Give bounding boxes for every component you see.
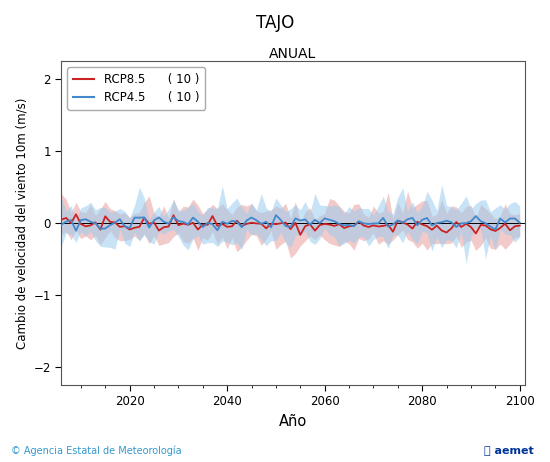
Text: © Agencia Estatal de Meteorología: © Agencia Estatal de Meteorología bbox=[11, 446, 182, 456]
Text: TAJO: TAJO bbox=[256, 14, 294, 32]
X-axis label: Año: Año bbox=[279, 413, 307, 429]
Legend: RCP8.5      ( 10 ), RCP4.5      ( 10 ): RCP8.5 ( 10 ), RCP4.5 ( 10 ) bbox=[67, 67, 205, 110]
Text: 🐦 aemet: 🐦 aemet bbox=[484, 446, 534, 456]
Y-axis label: Cambio de velocidad del viento 10m (m/s): Cambio de velocidad del viento 10m (m/s) bbox=[15, 97, 28, 349]
Title: ANUAL: ANUAL bbox=[270, 47, 317, 61]
